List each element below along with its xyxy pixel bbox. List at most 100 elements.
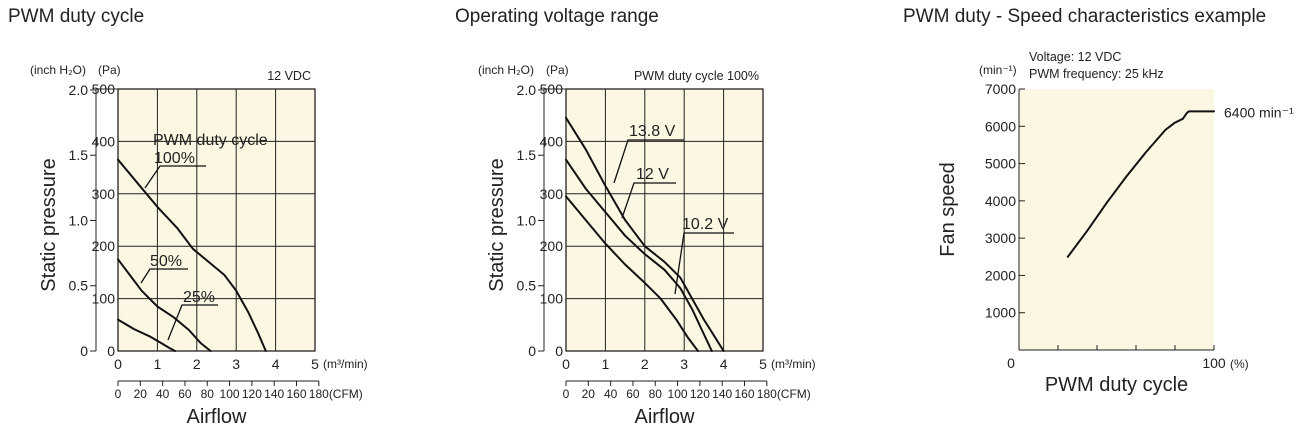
chart1-series-0-label: 100% [154, 150, 195, 167]
chart1-frame [117, 88, 316, 352]
chart3-xunit: (%) [1230, 357, 1249, 371]
chart1-ytick-pa: 300 [92, 186, 116, 202]
chart2-ytick-inch: 1.0 [517, 212, 537, 228]
chart1-xtick-cfm: 180 [309, 387, 329, 401]
chart2-condition: PWM duty cycle 100% [634, 69, 759, 83]
chart1-xtick-cfm: 20 [134, 387, 148, 401]
chart1-xtick-m3: 0 [114, 356, 122, 372]
chart2-xtick-m3: 3 [680, 356, 688, 372]
chart1-ytick-pa: 100 [92, 291, 116, 307]
chart2-ytick-pa: 300 [540, 186, 564, 202]
chart2-xtick-cfm: 60 [626, 387, 640, 401]
chart1-series-2-label: 25% [183, 289, 215, 306]
chart2-xtick-cfm: 140 [712, 387, 732, 401]
chart1-ytick-inch: 0 [80, 343, 88, 359]
chart2-xtick-m3: 0 [562, 356, 570, 372]
chart2-series-0-label: 13.8 V [629, 123, 676, 140]
chart3-yunit: (min⁻¹) [979, 63, 1017, 77]
chart3-ytick: 6000 [985, 118, 1016, 134]
chart2-ytick-pa: 100 [540, 291, 564, 307]
chart2-xtick-m3: 5 [759, 356, 767, 372]
chart2-ytick-pa: 0 [555, 343, 563, 359]
chart3-annotation: 6400 min⁻¹ [1224, 104, 1294, 120]
chart1-series-0-leader [144, 165, 206, 189]
chart1-ytick-inch: 1.0 [69, 212, 89, 228]
chart1-series-1-leader [140, 268, 188, 284]
chart1-xtick-cfm: 0 [115, 387, 122, 401]
chart1-xtick-cfm: 140 [264, 387, 284, 401]
chart3-ytick: 2000 [985, 267, 1016, 283]
chart2-ytick-inch: 0 [528, 343, 536, 359]
chart3-ytick: 1000 [985, 305, 1016, 321]
chart1-xtick-cfm: 60 [178, 387, 192, 401]
chart1-ytick-inch: 1.5 [69, 147, 89, 163]
chart3-condition-frequency: PWM frequency: 25 kHz [1029, 67, 1164, 81]
chart3-series-line [1066, 110, 1215, 258]
chart1-xunit-m3: (m³/min) [323, 357, 368, 371]
chart1-xtick-cfm: 40 [156, 387, 170, 401]
chart1-series-2-line [117, 318, 177, 352]
chart1-ytick-inch: 2.0 [69, 82, 89, 98]
chart1-xunit-cfm: (CFM) [329, 387, 363, 401]
chart2-xtick-cfm: 160 [734, 387, 754, 401]
chart2-series-2-line [565, 195, 699, 352]
chart3-title: PWM duty - Speed characteristics example [903, 6, 1267, 27]
chart1-xtick-m3: 1 [154, 356, 162, 372]
chart3-ytick: 4000 [985, 193, 1016, 209]
chart3-xtick-0: 0 [1007, 355, 1015, 371]
chart2-xtick-cfm: 120 [690, 387, 710, 401]
chart1-xtick-cfm: 100 [220, 387, 240, 401]
chart3-ytick: 5000 [985, 156, 1016, 172]
chart1-ytick-pa: 200 [92, 238, 116, 254]
chart1-title: PWM duty cycle [8, 6, 145, 27]
chart2-xtick-cfm: 0 [563, 387, 570, 401]
chart2-ytick-inch: 1.5 [517, 147, 537, 163]
chart1-series-0-line [117, 158, 267, 352]
chart2-xtick-m3: 2 [641, 356, 649, 372]
chart2-xtick-cfm: 100 [668, 387, 688, 401]
chart3-plot-area [1019, 89, 1214, 350]
chart2-title: Operating voltage range [455, 6, 659, 27]
chart2-ytick-pa: 400 [540, 133, 564, 149]
chart2-xlabel: Airflow [634, 406, 695, 428]
chart1-ytick-inch: 0.5 [69, 278, 89, 294]
chart1-xlabel: Airflow [186, 406, 247, 428]
chart3-ylabel: Fan speed [937, 162, 959, 257]
chart1-ytick-pa: 400 [92, 133, 116, 149]
chart2-xunit-m3: (m³/min) [771, 357, 816, 371]
chart2-frame [565, 88, 764, 352]
chart1-ylabel: Static pressure [38, 158, 60, 291]
chart1-xtick-m3: 5 [311, 356, 319, 372]
chart1-series-1-label: 50% [150, 253, 182, 270]
chart1-legend-title: PWM duty cycle [153, 132, 268, 149]
chart1-plot-area [118, 89, 315, 351]
chart2-ylabel: Static pressure [486, 158, 508, 291]
chart1-series-2-leader [167, 304, 218, 341]
chart2-ytick-inch: 2.0 [517, 82, 537, 98]
chart1-xtick-m3: 2 [193, 356, 201, 372]
chart2-ytick-inch: 0.5 [517, 278, 537, 294]
chart2-series-2-label: 10.2 V [682, 216, 729, 233]
chart2-series-2-leader [674, 232, 734, 295]
chart2-series-0-line [565, 116, 725, 352]
chart1-yunit-pa: (Pa) [98, 63, 121, 77]
chart2-xtick-m3: 1 [602, 356, 610, 372]
chart3-xtick-100: 100 [1202, 355, 1226, 371]
chart1-xtick-m3: 4 [272, 356, 280, 372]
chart2-xtick-cfm: 180 [757, 387, 777, 401]
chart1-xtick-m3: 3 [232, 356, 240, 372]
chart2-yunit-inch: (inch H₂O) [478, 63, 534, 77]
chart1-series-1-line [117, 258, 212, 352]
chart2-xtick-m3: 4 [720, 356, 728, 372]
chart1-ytick-pa: 0 [107, 343, 115, 359]
chart1-xtick-cfm: 120 [242, 387, 262, 401]
chart2-xtick-cfm: 40 [604, 387, 618, 401]
chart2-series-1-leader [621, 182, 676, 219]
chart1-yunit-inch: (inch H₂O) [30, 63, 86, 77]
chart3-xlabel: PWM duty cycle [1045, 374, 1188, 396]
chart1-xtick-cfm: 80 [201, 387, 215, 401]
chart2-series-1-label: 12 V [636, 166, 669, 183]
chart2-series-0-leader [613, 139, 684, 184]
chart3-condition-voltage: Voltage: 12 VDC [1029, 50, 1121, 64]
